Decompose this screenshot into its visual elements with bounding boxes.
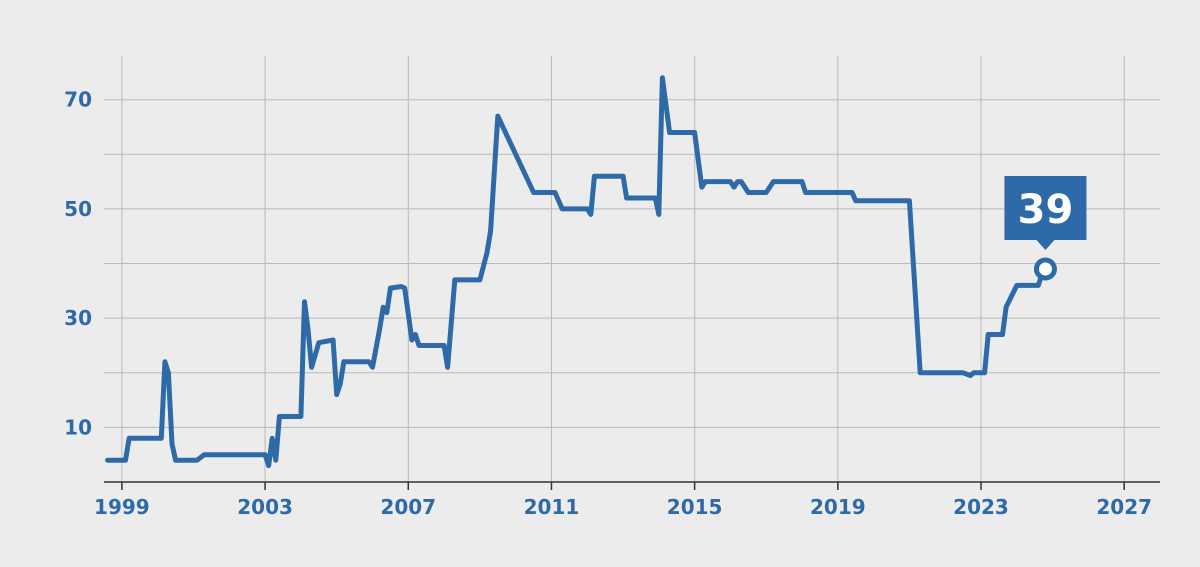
grid-lines — [104, 56, 1160, 482]
y-tick-label: 10 — [64, 415, 92, 439]
x-tick-label: 2003 — [237, 495, 293, 519]
series-group — [105, 75, 1048, 469]
callout-marker — [1033, 257, 1057, 281]
callout-pointer — [1036, 240, 1055, 250]
callout-box — [1004, 176, 1087, 240]
callout-value: 39 — [1018, 187, 1074, 233]
x-tick-labels: 1999 2003 2007 2011 2015 2019 2023 2027 — [94, 495, 1152, 519]
x-tick-label: 2015 — [667, 495, 723, 519]
x-tick-label: 2019 — [810, 495, 866, 519]
x-tick-label: 1999 — [94, 495, 150, 519]
y-tick-label: 50 — [64, 197, 92, 221]
x-tick-label: 2007 — [380, 495, 436, 519]
y-tick-label: 70 — [64, 88, 92, 112]
y-tick-label: 30 — [64, 306, 92, 330]
series-line — [105, 75, 1048, 469]
x-tick-label: 2027 — [1096, 495, 1152, 519]
x-tick-label: 2023 — [953, 495, 1009, 519]
x-tick-label: 2011 — [524, 495, 580, 519]
y-tick-labels: 10 30 50 70 — [64, 88, 92, 440]
callout-group: 39 — [1004, 176, 1087, 281]
x-axis — [104, 481, 1160, 490]
